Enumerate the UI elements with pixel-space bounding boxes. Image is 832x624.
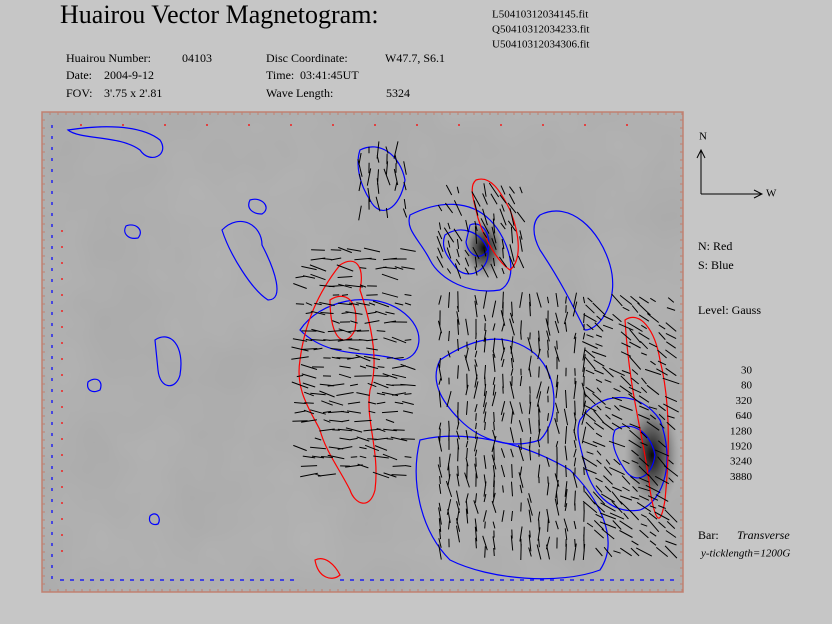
blue-contours xyxy=(51,125,680,581)
level-value: 320 xyxy=(736,395,753,407)
bar-kind: Transverse xyxy=(737,528,790,542)
info-label: FOV: xyxy=(66,86,92,100)
level-title: Level: Gauss xyxy=(698,303,761,317)
level-value: 640 xyxy=(736,410,753,422)
file-name: Q50410312034233.fit xyxy=(492,24,589,36)
polarity-north: N: Red xyxy=(698,239,732,253)
info-value: 03:41:45UT xyxy=(300,68,359,82)
file-name: L50410312034145.fit xyxy=(492,9,588,21)
info-value: 3'.75 x 2'.81 xyxy=(104,86,162,100)
compass-west: W xyxy=(766,188,777,200)
level-value: 3880 xyxy=(730,471,753,483)
compass-arrows xyxy=(696,148,764,199)
transverse-field-bars xyxy=(291,141,680,561)
bar-label: Bar: xyxy=(698,528,719,542)
level-value: 80 xyxy=(741,380,753,392)
file-name: U50410312034306.fit xyxy=(492,39,589,51)
info-label: Wave Length: xyxy=(266,86,333,100)
info-value: 5324 xyxy=(386,86,410,100)
compass-north: N xyxy=(699,131,707,143)
level-value: 30 xyxy=(741,365,753,377)
level-value: 3240 xyxy=(730,456,753,468)
frame-tick xyxy=(41,111,683,593)
bar-ticklength: y-ticklength=1200G xyxy=(700,548,790,560)
info-value: 2004-9-12 xyxy=(104,68,154,82)
polarity-south: S: Blue xyxy=(698,258,734,272)
magnetogram-image xyxy=(42,112,683,592)
frame-ticks xyxy=(41,111,683,593)
level-list: 30 80 320 640 1280 1920 3240 3880 xyxy=(730,365,753,483)
image-texture xyxy=(42,112,683,592)
info-label: Disc Coordinate: xyxy=(266,51,348,65)
title: Huairou Vector Magnetogram: xyxy=(60,0,379,29)
level-value: 1920 xyxy=(730,441,753,453)
info-label: Time: xyxy=(266,68,294,82)
info-label: Huairou Number: xyxy=(66,51,151,65)
level-value: 1280 xyxy=(730,425,753,437)
info-value: W47.7, S6.1 xyxy=(385,51,445,65)
info-value: 04103 xyxy=(182,51,212,65)
info-label: Date: xyxy=(66,68,92,82)
